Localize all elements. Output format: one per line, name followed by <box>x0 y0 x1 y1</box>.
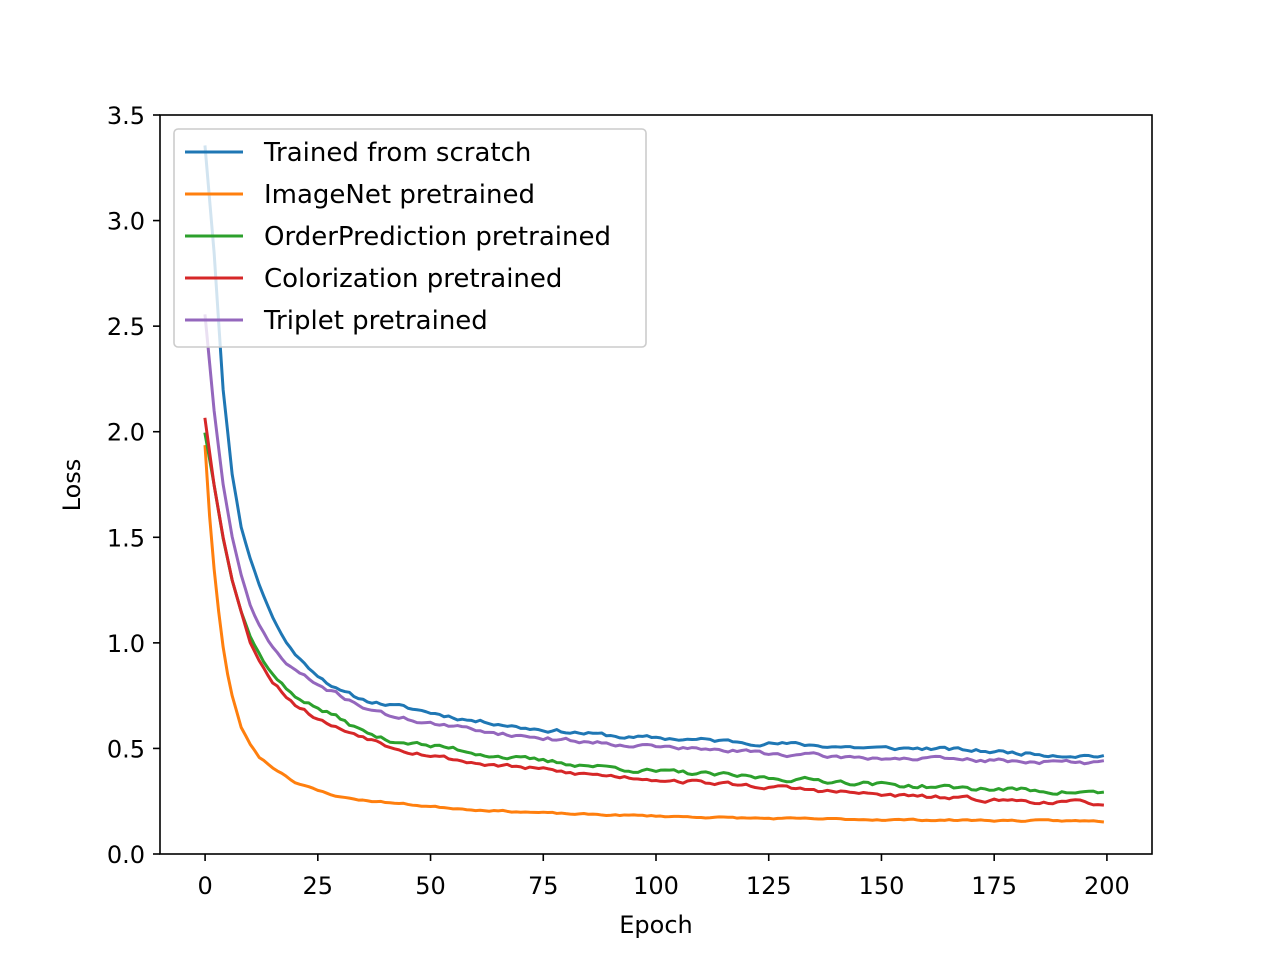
x-axis: 0 25 50 75 100 125 150 175 200 <box>197 854 1130 900</box>
x-tick-label: 75 <box>528 872 559 900</box>
y-tick-label: 3.5 <box>107 102 145 130</box>
series-line-5 <box>203 314 1105 766</box>
x-tick-label: 150 <box>859 872 905 900</box>
x-tick-label: 100 <box>633 872 679 900</box>
y-tick-label: 2.5 <box>107 313 145 341</box>
y-axis: 0.0 0.5 1.0 1.5 2.0 2.5 3.0 3.5 <box>107 102 160 869</box>
x-tick-label: 125 <box>746 872 792 900</box>
series-line-1 <box>203 145 1105 759</box>
y-tick-label: 3.0 <box>107 208 145 236</box>
series-line-2 <box>203 444 1105 824</box>
series-line-4 <box>203 417 1105 807</box>
y-tick-label: 2.0 <box>107 419 145 447</box>
y-tick-label: 1.0 <box>107 630 145 658</box>
y-tick-label: 0.0 <box>107 841 145 869</box>
legend-box <box>173 128 647 348</box>
y-tick-label: 1.5 <box>107 524 145 552</box>
legend-label: Trained from scratch <box>263 138 531 168</box>
y-axis-label: Loss <box>58 459 86 512</box>
x-tick-label: 0 <box>197 872 212 900</box>
x-tick-label: 50 <box>415 872 446 900</box>
legend: Trained from scratch ImageNet pretrained O… <box>173 128 647 348</box>
y-tick-label: 0.5 <box>107 735 145 763</box>
x-axis-label: Epoch <box>619 911 693 939</box>
x-tick-label: 200 <box>1084 872 1130 900</box>
x-tick-label: 25 <box>303 872 334 900</box>
legend-label: Colorization pretrained <box>264 264 562 294</box>
series-layer <box>203 145 1105 824</box>
legend-label: Triplet pretrained <box>263 306 488 336</box>
legend-label: OrderPrediction pretrained <box>264 222 611 252</box>
x-tick-label: 175 <box>971 872 1017 900</box>
series-line-3 <box>203 432 1105 796</box>
legend-label: ImageNet pretrained <box>264 180 535 210</box>
